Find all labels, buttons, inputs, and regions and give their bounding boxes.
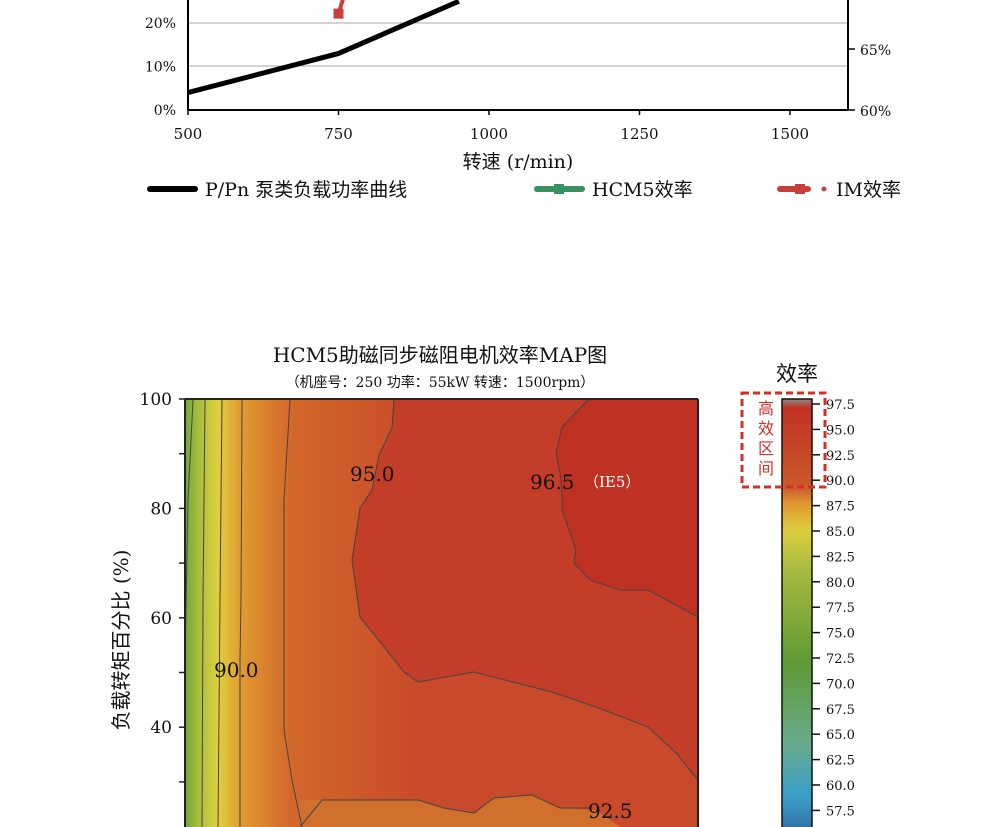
y-right-tick-label: 65% bbox=[860, 43, 891, 59]
contour-label-95: 95.0 bbox=[350, 462, 395, 486]
top-chart: 500 750 1000 1250 1500 0% 10% 20% 60% 65% 转速 (r/m… bbox=[145, 0, 901, 201]
y-left-tick-label: 20% bbox=[145, 16, 176, 32]
contour-label-96-5: 96.5 bbox=[530, 470, 575, 494]
high-efficiency-label: 高效区间 bbox=[755, 400, 774, 480]
contour-label-90: 90.0 bbox=[214, 658, 259, 682]
contour-line bbox=[351, 399, 699, 781]
x-tick-label: 1500 bbox=[771, 125, 809, 143]
legend-marker-im bbox=[795, 184, 805, 194]
contour-line bbox=[299, 794, 590, 827]
map-y-tick-label: 60 bbox=[150, 609, 172, 629]
colorbar-tick-label: 82.5 bbox=[826, 550, 855, 565]
colorbar-tick-label: 70.0 bbox=[826, 677, 855, 692]
colorbar-tick-label: 67.5 bbox=[826, 703, 855, 718]
contour-line bbox=[283, 399, 303, 827]
legend-label-ppn: P/Pn 泵类负载功率曲线 bbox=[205, 179, 407, 201]
map-title: HCM5助磁同步磁阻电机效率MAP图 bbox=[273, 343, 607, 367]
colorbar-tick-label: 85.0 bbox=[826, 525, 855, 540]
legend-label-hcm5: HCM5效率 bbox=[592, 179, 693, 201]
x-tick-label: 500 bbox=[174, 125, 203, 143]
colorbar-tick-label: 75.0 bbox=[826, 627, 855, 642]
contour-line bbox=[201, 399, 206, 827]
ie5-label: （IE5） bbox=[584, 473, 640, 491]
colorbar-tick-label: 90.0 bbox=[826, 474, 855, 489]
colorbar-tick-label: 95.0 bbox=[826, 423, 855, 438]
legend-dot-im bbox=[821, 186, 827, 192]
x-axis-label: 转速 (r/min) bbox=[463, 151, 574, 173]
map-y-tick-label: 40 bbox=[150, 718, 172, 738]
contour-line bbox=[217, 399, 223, 827]
map-y-tick-label: 80 bbox=[150, 499, 172, 519]
map-y-label: 负载转矩百分比 (%) bbox=[109, 550, 133, 731]
efficiency-map: HCM5助磁同步磁阻电机效率MAP图 （机座号：250 功率：55kW 转速：1… bbox=[109, 343, 855, 827]
colorbar-tick-label: 62.5 bbox=[826, 754, 855, 769]
map-subtitle: （机座号：250 功率：55kW 转速：1500rpm） bbox=[286, 374, 595, 391]
series-marker bbox=[333, 8, 344, 19]
y-right-tick-label: 60% bbox=[860, 104, 891, 120]
colorbar-tick-label: 72.5 bbox=[826, 652, 855, 667]
contour-line bbox=[555, 399, 699, 618]
x-tick-label: 1000 bbox=[470, 125, 508, 143]
y-left-tick-label: 10% bbox=[145, 60, 176, 76]
contour-label-92-5: 92.5 bbox=[588, 799, 633, 823]
y-left-tick-label: 0% bbox=[154, 103, 176, 119]
contour-line bbox=[239, 399, 243, 827]
region-below-92-5 bbox=[296, 795, 620, 827]
legend-label-im: IM效率 bbox=[836, 179, 901, 201]
colorbar-title: 效率 bbox=[776, 362, 818, 386]
x-tick-label: 1250 bbox=[620, 125, 658, 143]
colorbar-tick-label: 60.0 bbox=[826, 779, 855, 794]
colorbar bbox=[781, 398, 813, 827]
colorbar-tick-label: 77.5 bbox=[826, 601, 855, 616]
legend: P/Pn 泵类负载功率曲线 HCM5效率 IM效率 bbox=[147, 179, 901, 201]
contour-lines bbox=[184, 399, 699, 827]
colorbar-tick-label: 87.5 bbox=[826, 500, 855, 515]
colorbar-tick-label: 80.0 bbox=[826, 576, 855, 591]
colorbar-tick-label: 92.5 bbox=[826, 449, 855, 464]
legend-marker-hcm5 bbox=[554, 184, 564, 194]
x-tick-label: 750 bbox=[324, 125, 353, 143]
region-above-96-5 bbox=[556, 400, 698, 617]
colorbar-tick-label: 57.5 bbox=[826, 804, 855, 819]
map-y-tick-label: 100 bbox=[140, 390, 172, 410]
colorbar-tick-label: 65.0 bbox=[826, 728, 855, 743]
colorbar-tick-label: 97.5 bbox=[826, 398, 855, 413]
series-line bbox=[187, 0, 460, 96]
